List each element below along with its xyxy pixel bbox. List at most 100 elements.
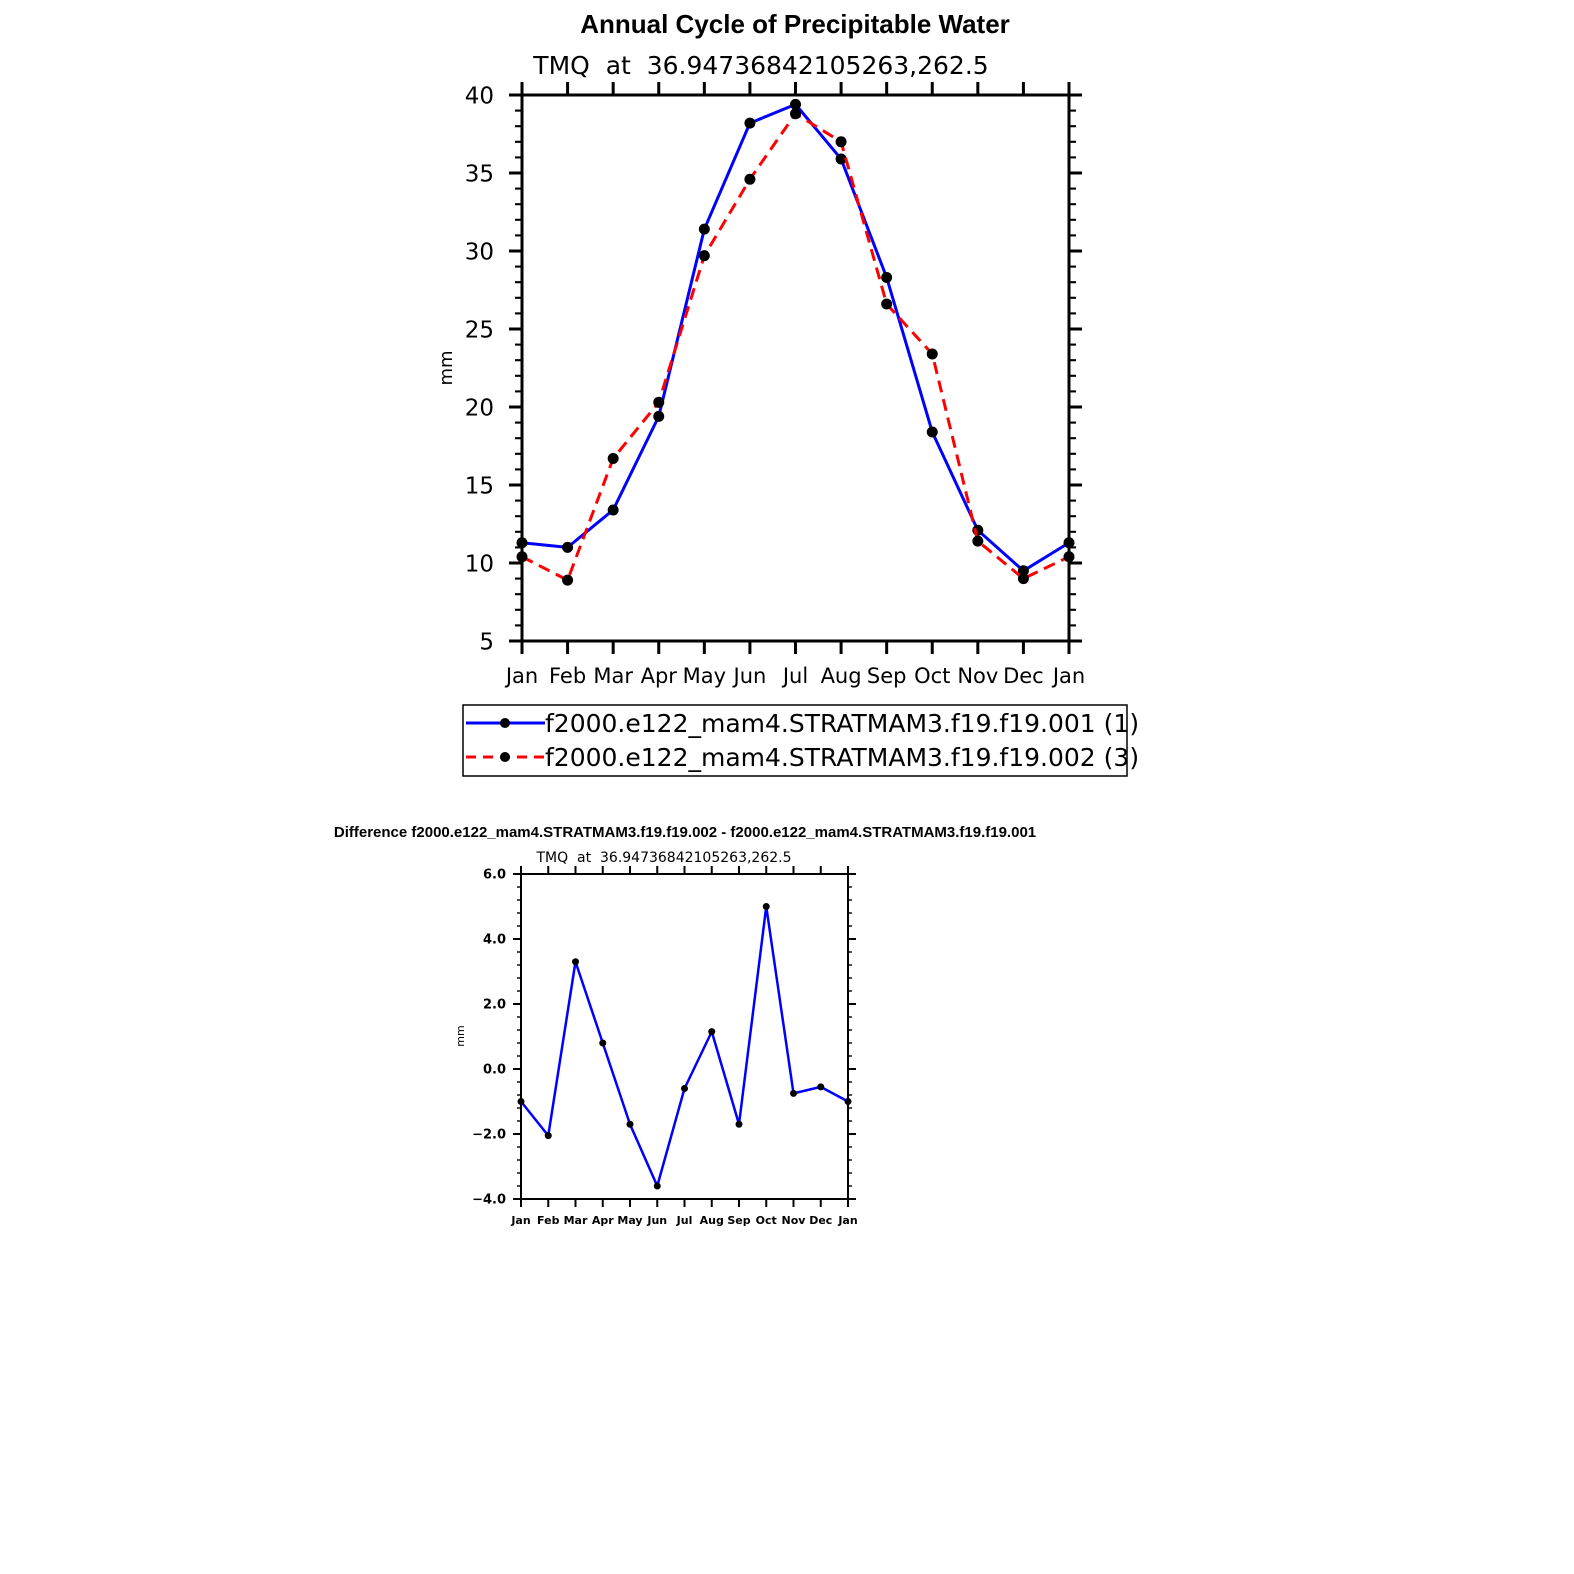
series-1-point (607, 504, 619, 516)
legend-marker-1 (500, 718, 510, 728)
y-tick-label: 40 (465, 83, 494, 109)
x-tick-label: Jan (504, 664, 538, 688)
series-2-point (744, 173, 756, 185)
y-tick-label: −2.0 (472, 1128, 506, 1143)
x-tick-label: Sep (867, 664, 907, 688)
plot-frame (520, 93, 1071, 643)
difference-chart-title: Difference f2000.e122_mam4.STRATMAM3.f19… (334, 824, 1036, 841)
y-tick-label: 35 (465, 161, 494, 187)
series-1-point (681, 1085, 688, 1092)
x-tick-label: Oct (756, 1214, 777, 1227)
chart-subtitle: TMQ at 36.94736842105263,262.5 (532, 51, 988, 80)
x-tick-labels: Jan Feb Mar Apr May Jun Jul Aug Sep Oct Nov Dec Jan (504, 664, 1085, 688)
x-tick-label: Sep (727, 1214, 750, 1227)
series-2-point (653, 396, 665, 408)
x-tick-label: Aug (700, 1214, 724, 1227)
x-tick-label: Jul (676, 1214, 693, 1227)
x-tick-label: Oct (914, 664, 950, 688)
series-1-point (790, 98, 801, 110)
series-1-point (817, 1083, 825, 1091)
x-tick-label: Jun (646, 1214, 667, 1227)
legend-box (462, 704, 1128, 777)
y-axis-label: mm (436, 350, 457, 385)
x-tick-label: Dec (1003, 664, 1044, 688)
series-2-point (972, 535, 984, 547)
x-tick-label: Jan (1051, 664, 1085, 688)
y-tick-label: 25 (465, 317, 494, 343)
series-1-point (653, 410, 665, 422)
x-tick-label: Apr (641, 664, 678, 688)
y-tick-label: 15 (465, 473, 494, 499)
series-1-point (653, 1182, 661, 1190)
difference-chart-subtitle: TMQ at 36.94736842105263,262.5 (535, 850, 791, 866)
x-tick-label: Dec (809, 1214, 832, 1227)
series-1-point (790, 1089, 797, 1097)
x-tick-label: Jan (510, 1214, 530, 1227)
x-tick-label: Jun (732, 664, 767, 688)
legend-marker-2 (500, 752, 510, 762)
tick-marks (509, 82, 1082, 654)
difference-plot-frame (520, 873, 849, 1200)
x-tick-label: May (617, 1214, 642, 1227)
series-1-point (762, 903, 770, 910)
series-2-point (562, 574, 574, 586)
series-group (516, 98, 1075, 586)
annual-cycle-chart: Annual Cycle of Precipitable Water TMQ a… (436, 9, 1139, 777)
legend-entry-1: f2000.e122_mam4.STRATMAM3.f19.f19.001 (1… (466, 709, 1139, 738)
series-1-point (1017, 565, 1029, 577)
series-2-point (835, 136, 847, 148)
y-tick-labels: 5 10 15 20 25 30 35 40 (465, 83, 494, 655)
y-tick-label: 10 (465, 551, 494, 577)
chart-title: Annual Cycle of Precipitable Water (580, 9, 1010, 39)
x-tick-label: Jul (781, 664, 808, 688)
x-tick-label: Feb (537, 1214, 560, 1227)
series-1-point (562, 541, 574, 553)
y-tick-label: 0.0 (483, 1063, 506, 1078)
x-tick-label: Mar (564, 1214, 588, 1227)
x-tick-label: Apr (592, 1214, 614, 1227)
series-1-point (626, 1120, 634, 1128)
series-2-point (698, 250, 710, 262)
series-1-point (708, 1028, 716, 1036)
y-tick-label: −4.0 (472, 1193, 506, 1208)
series-2-point (1017, 573, 1029, 585)
series-line-1 (521, 102, 1070, 573)
y-tick-label: 4.0 (483, 933, 506, 948)
series-1-point (744, 117, 756, 129)
series-1-point (599, 1039, 607, 1047)
series-line-1 (520, 905, 849, 1188)
y-tick-label: 5 (479, 629, 494, 655)
series-1-point (835, 153, 847, 165)
x-tick-label: Aug (821, 664, 862, 688)
x-tick-label: Mar (593, 664, 633, 688)
y-tick-label: 6.0 (483, 868, 506, 883)
y-tick-label: 2.0 (483, 998, 506, 1013)
y-tick-label: 20 (465, 395, 494, 421)
difference-x-tick-labels: Jan Feb Mar Apr May Jun Jul Aug Sep Oct Nov Dec Jan (510, 1214, 857, 1227)
x-tick-label: Nov (957, 664, 998, 688)
legend-label-2: f2000.e122_mam4.STRATMAM3.f19.f19.002 (3… (545, 743, 1139, 772)
difference-y-tick-labels: −4.0 −2.0 0.0 2.0 4.0 6.0 (472, 868, 506, 1208)
series-2-point (790, 108, 801, 120)
legend-label-1: f2000.e122_mam4.STRATMAM3.f19.f19.001 (1… (545, 709, 1139, 738)
x-tick-label: Nov (782, 1214, 807, 1227)
series-1-point (881, 272, 893, 284)
series-line-2 (521, 112, 1070, 582)
series-2-point (926, 348, 938, 360)
series-1-point (698, 223, 710, 235)
series-1-point (544, 1132, 552, 1140)
x-tick-label: May (683, 664, 726, 688)
y-tick-label: 30 (465, 239, 494, 265)
difference-chart: Difference f2000.e122_mam4.STRATMAM3.f19… (334, 824, 1036, 1227)
series-1-point (572, 958, 579, 966)
legend-entry-2: f2000.e122_mam4.STRATMAM3.f19.f19.002 (3… (466, 743, 1139, 772)
x-tick-label: Feb (549, 664, 586, 688)
legend: f2000.e122_mam4.STRATMAM3.f19.f19.001 (1… (462, 704, 1139, 777)
series-1-point (735, 1120, 743, 1128)
series-2-point (607, 452, 619, 464)
difference-series-group (517, 903, 852, 1190)
series-1-point (926, 426, 938, 438)
difference-y-axis-label: mm (454, 1025, 467, 1046)
series-2-point (881, 298, 893, 310)
